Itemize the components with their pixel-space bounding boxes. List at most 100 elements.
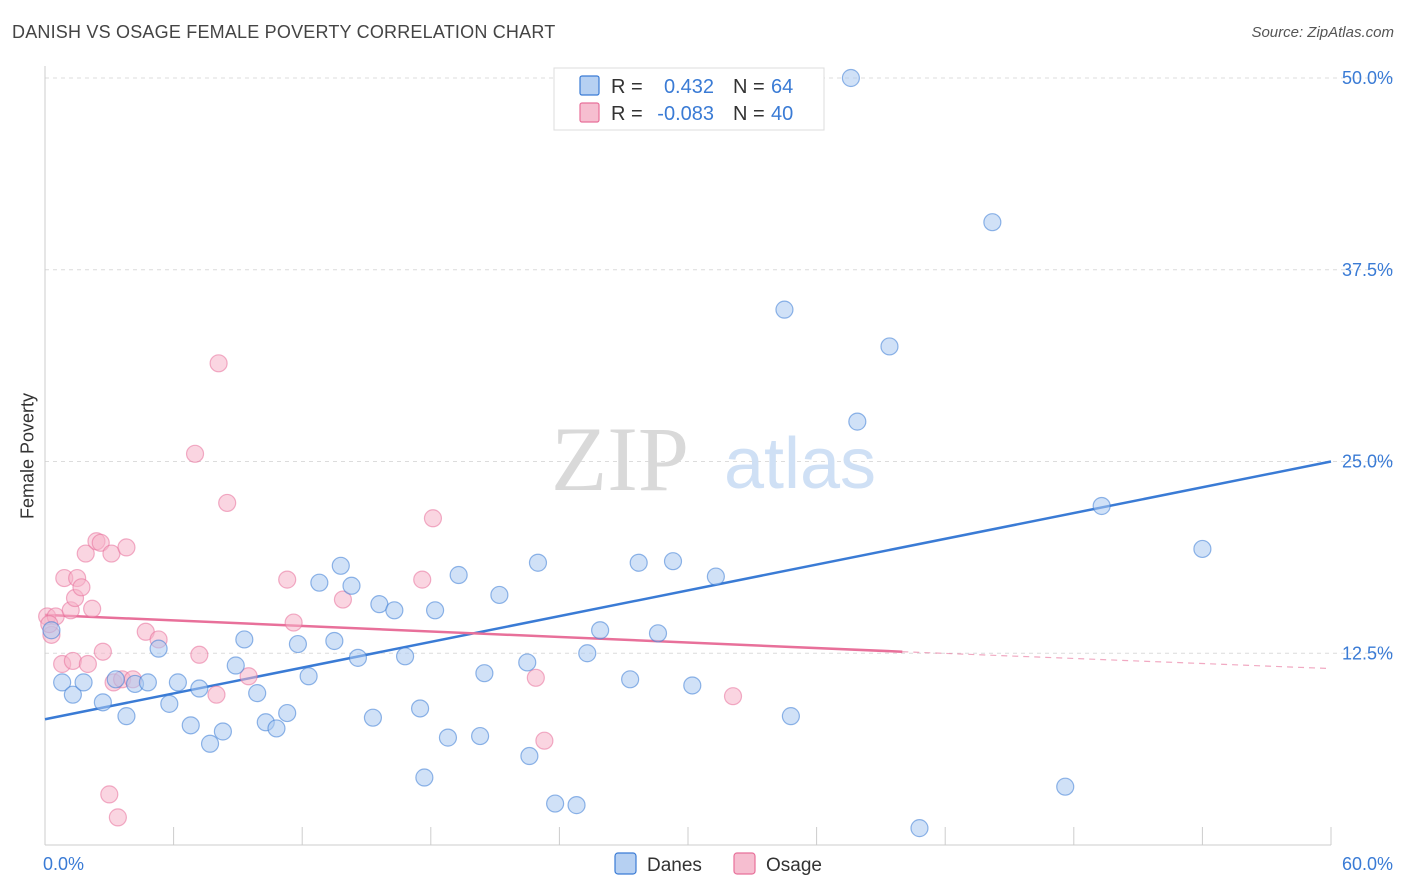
trend-line-extension-osage [902, 651, 1332, 670]
data-point-osage [91, 533, 110, 552]
legend-r-label-danes: R = [611, 76, 643, 98]
data-point-danes [438, 728, 458, 747]
trend-line-danes [44, 460, 1332, 721]
legend-series-osage: Osage [766, 855, 822, 876]
legend-n-label-danes: N = [733, 76, 765, 98]
y-tick-label: 37.5% [1342, 260, 1393, 280]
data-point-danes [93, 693, 112, 712]
data-point-danes [781, 707, 800, 726]
data-point-osage [526, 668, 545, 687]
data-point-danes [470, 726, 490, 746]
data-point-osage [117, 538, 136, 557]
data-point-danes [190, 679, 209, 698]
data-point-danes [518, 653, 537, 672]
axes [44, 66, 1332, 846]
data-point-danes [235, 630, 254, 649]
data-point-danes [629, 553, 648, 572]
data-point-osage [278, 570, 297, 589]
data-point-danes [331, 556, 350, 575]
data-point-danes [267, 719, 286, 738]
legend-r-value-danes: 0.432 [664, 76, 714, 98]
data-point-danes [299, 667, 318, 686]
x-tick-label: 60.0% [1342, 854, 1393, 874]
data-point-danes [648, 624, 668, 643]
data-point-danes [567, 796, 586, 815]
data-point-osage [72, 578, 91, 597]
legend-swatch-osage-bottom [733, 852, 756, 875]
data-point-danes [149, 639, 168, 658]
data-point-danes [363, 708, 383, 727]
data-point-danes [1193, 539, 1212, 559]
data-point-osage [190, 645, 209, 664]
data-point-danes [410, 699, 430, 718]
y-tick-label: 12.5% [1342, 643, 1393, 663]
data-point-danes [910, 819, 929, 838]
legend-swatch-danes [579, 75, 600, 96]
data-point-danes [226, 656, 245, 675]
data-point-danes [200, 734, 220, 753]
data-point-danes [160, 694, 179, 713]
data-point-osage [209, 354, 228, 373]
data-point-danes [288, 634, 308, 654]
data-point-danes [706, 567, 725, 586]
data-point-danes [475, 664, 494, 683]
data-point-danes [310, 573, 329, 592]
data-point-danes [1092, 496, 1111, 516]
y-tick-label: 50.0% [1342, 68, 1393, 88]
data-point-osage [108, 808, 127, 827]
data-point-osage [185, 444, 205, 463]
data-point-danes [449, 565, 468, 585]
data-point-danes [278, 703, 297, 723]
data-point-danes [841, 68, 860, 88]
trend-line-osage [44, 613, 903, 653]
data-point-danes [880, 337, 899, 356]
legend-r-label-osage: R = [611, 103, 643, 125]
data-point-osage [413, 570, 432, 589]
legend-n-label-osage: N = [733, 103, 765, 125]
y-tick-labels: 12.5% 25.0% 37.5% 50.0% [1342, 68, 1393, 663]
watermark-zip: ZIP [551, 408, 689, 510]
trend-lines [44, 460, 1332, 721]
data-point-osage [78, 654, 97, 674]
data-point-danes [63, 685, 82, 704]
legend-series-danes: Danes [647, 855, 702, 876]
data-point-danes [1056, 777, 1075, 796]
data-point-danes [395, 647, 415, 666]
x-tick-labels: 0.0% 60.0% [43, 854, 1393, 874]
data-point-osage [76, 544, 95, 563]
data-point-danes [683, 676, 702, 695]
legend-n-value-danes: 64 [771, 76, 793, 98]
data-point-danes [663, 552, 683, 571]
data-point-danes [490, 585, 509, 605]
data-point-danes [117, 707, 136, 726]
data-point-osage [100, 785, 119, 804]
data-point-danes [168, 673, 187, 692]
legend-swatch-osage [579, 102, 600, 123]
legend-swatch-danes-bottom [614, 852, 637, 875]
data-point-osage [218, 493, 237, 513]
data-point-danes [621, 670, 640, 689]
data-points [38, 68, 1212, 838]
data-point-danes [385, 601, 404, 620]
data-point-danes [546, 794, 565, 813]
watermark: ZIP atlas [551, 408, 876, 510]
data-point-danes [775, 300, 794, 319]
data-point-osage [423, 509, 443, 528]
data-point-danes [53, 673, 72, 692]
data-point-danes [591, 621, 610, 640]
legend-r-value-osage: -0.083 [657, 103, 714, 125]
data-point-danes [578, 644, 597, 663]
data-point-danes [74, 673, 93, 692]
data-point-danes [348, 648, 368, 667]
data-point-danes [415, 768, 434, 787]
chart-title: DANISH VS OSAGE FEMALE POVERTY CORRELATI… [12, 22, 556, 42]
data-point-osage [239, 667, 258, 686]
series-legend: Danes Osage [614, 852, 822, 876]
y-tick-label: 25.0% [1342, 452, 1393, 472]
data-point-danes [528, 553, 548, 572]
data-point-osage [83, 599, 102, 618]
legend-n-value-osage: 40 [771, 103, 793, 125]
data-point-danes [138, 673, 157, 692]
data-point-osage [723, 687, 743, 706]
watermark-atlas: atlas [724, 424, 876, 504]
